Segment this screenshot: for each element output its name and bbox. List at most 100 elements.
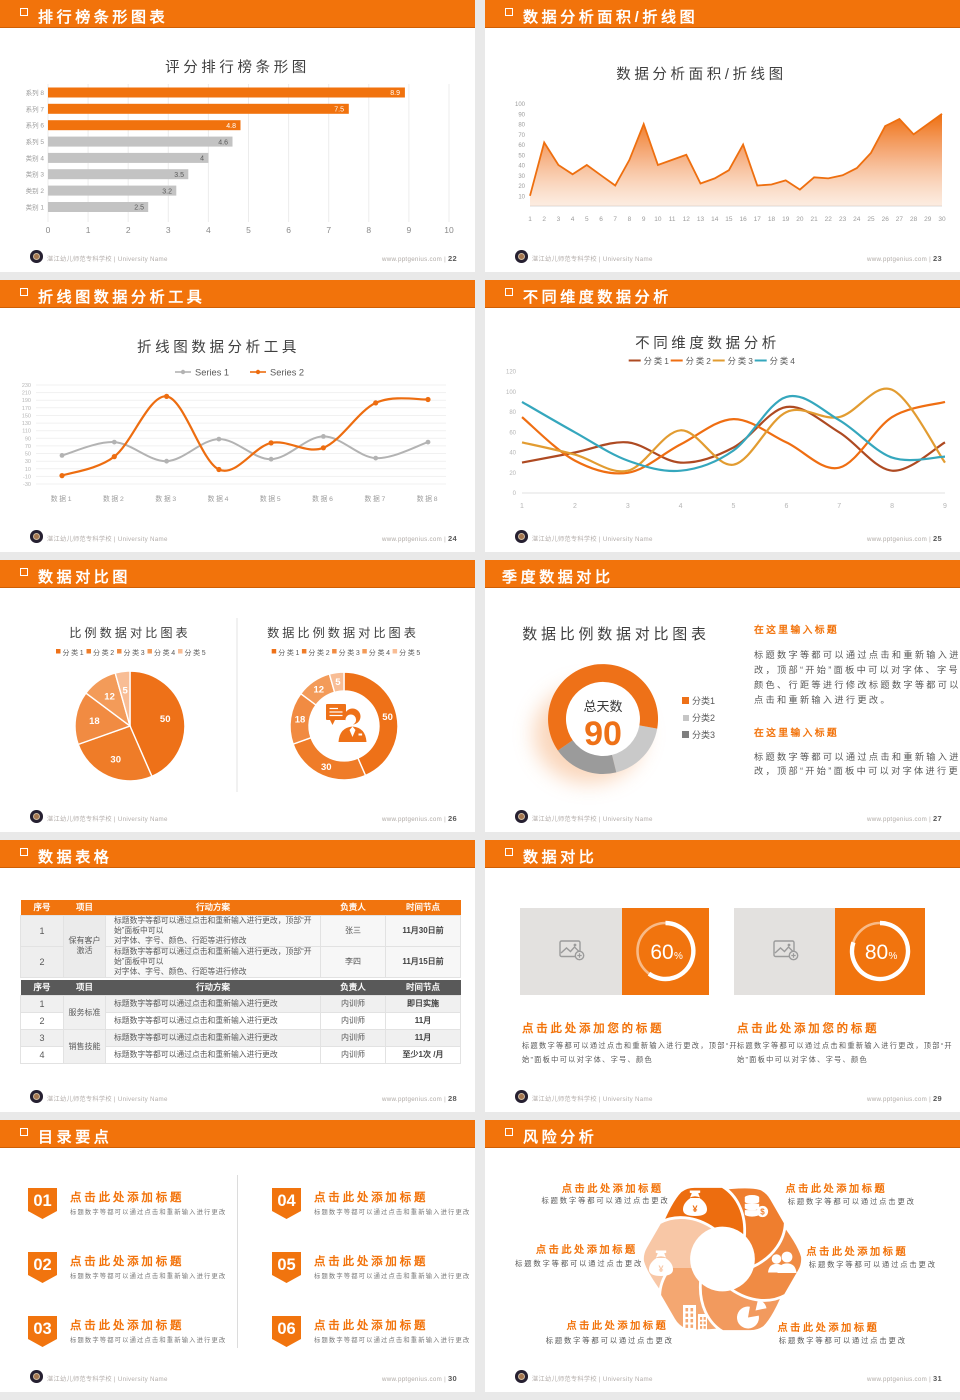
svg-text:分类4: 分类4 — [369, 648, 392, 657]
svg-text:¥: ¥ — [692, 1204, 697, 1214]
svg-text:分类3: 分类3 — [124, 648, 147, 657]
svg-text:分类2: 分类2 — [692, 712, 715, 723]
svg-text:20: 20 — [509, 471, 516, 477]
svg-text:15: 15 — [725, 216, 733, 223]
svg-text:分类2: 分类2 — [308, 648, 331, 657]
svg-text:25: 25 — [867, 216, 875, 223]
svg-text:数据2: 数据2 — [103, 494, 125, 503]
svg-text:-30: -30 — [23, 482, 31, 488]
svg-text:05: 05 — [277, 1256, 295, 1274]
svg-text:数据5: 数据5 — [260, 494, 282, 503]
svg-text:8: 8 — [628, 216, 632, 223]
svg-text:30: 30 — [518, 174, 525, 180]
svg-text:20: 20 — [518, 184, 525, 190]
svg-text:16: 16 — [739, 216, 747, 223]
svg-text:4: 4 — [679, 503, 683, 510]
svg-text:60: 60 — [509, 430, 516, 436]
svg-text:系列 5: 系列 5 — [26, 137, 45, 146]
svg-text:4: 4 — [571, 216, 575, 223]
svg-text:分类1: 分类1 — [63, 648, 86, 657]
svg-text:50: 50 — [382, 712, 393, 723]
svg-text:03: 03 — [33, 1320, 51, 1338]
svg-text:分类4: 分类4 — [770, 356, 797, 366]
svg-text:30: 30 — [25, 459, 31, 465]
svg-text:7: 7 — [837, 503, 841, 510]
svg-text:1: 1 — [86, 225, 91, 235]
svg-text:9: 9 — [407, 225, 412, 235]
svg-text:10: 10 — [518, 194, 525, 200]
svg-text:60: 60 — [650, 941, 673, 964]
svg-text:比例数据对比图表: 比例数据对比图表 — [69, 625, 191, 640]
svg-text:21: 21 — [810, 216, 818, 223]
svg-text:类别 1: 类别 1 — [26, 203, 45, 212]
svg-text:数据8: 数据8 — [417, 494, 439, 503]
svg-text:50: 50 — [25, 452, 31, 458]
svg-text:0: 0 — [46, 225, 51, 235]
svg-text:24: 24 — [853, 216, 861, 223]
svg-text:90: 90 — [584, 715, 622, 753]
svg-text:类别 4: 类别 4 — [26, 153, 45, 162]
svg-text:190: 190 — [22, 398, 31, 404]
svg-text:9: 9 — [943, 503, 947, 510]
svg-text:5: 5 — [246, 225, 251, 235]
svg-text:70: 70 — [518, 133, 525, 139]
svg-text:3.2: 3.2 — [162, 188, 172, 195]
svg-text:2.5: 2.5 — [134, 205, 144, 212]
svg-text:数据比例数据对比图表: 数据比例数据对比图表 — [522, 626, 710, 643]
svg-text:分类3: 分类3 — [692, 729, 715, 740]
svg-text:18: 18 — [89, 716, 100, 727]
svg-text:7.5: 7.5 — [334, 107, 344, 114]
svg-text:20: 20 — [796, 216, 804, 223]
svg-text:1: 1 — [520, 503, 524, 510]
svg-text:5: 5 — [335, 677, 341, 688]
svg-text:数据1: 数据1 — [51, 494, 73, 503]
svg-text:28: 28 — [910, 216, 918, 223]
svg-text:120: 120 — [506, 370, 517, 376]
svg-text:80: 80 — [518, 123, 525, 129]
svg-text:4.6: 4.6 — [218, 139, 228, 146]
svg-text:30: 30 — [110, 754, 121, 765]
svg-text:30: 30 — [938, 216, 946, 223]
svg-text:90: 90 — [25, 436, 31, 442]
svg-text:系列 6: 系列 6 — [26, 121, 45, 130]
svg-text:100: 100 — [506, 390, 517, 396]
svg-text:130: 130 — [22, 421, 31, 427]
svg-text:80: 80 — [509, 410, 516, 416]
svg-text:06: 06 — [277, 1320, 295, 1338]
svg-text:230: 230 — [22, 383, 31, 389]
svg-text:类别 3: 类别 3 — [26, 170, 45, 179]
svg-text:3: 3 — [626, 503, 630, 510]
svg-text:27: 27 — [896, 216, 904, 223]
svg-text:分类1: 分类1 — [692, 695, 715, 706]
svg-text:150: 150 — [22, 414, 31, 420]
svg-text:5: 5 — [122, 686, 128, 697]
svg-text:8: 8 — [890, 503, 894, 510]
svg-text:3: 3 — [166, 225, 171, 235]
svg-text:数据4: 数据4 — [208, 494, 230, 503]
svg-text:3.5: 3.5 — [174, 172, 184, 179]
svg-text:总天数: 总天数 — [583, 699, 622, 714]
svg-text:%: % — [674, 951, 683, 962]
svg-text:13: 13 — [697, 216, 705, 223]
svg-text:90: 90 — [518, 112, 525, 118]
svg-text:26: 26 — [882, 216, 890, 223]
svg-text:110: 110 — [22, 429, 31, 435]
svg-text:8: 8 — [366, 225, 371, 235]
svg-text:12: 12 — [683, 216, 691, 223]
svg-text:7: 7 — [326, 225, 331, 235]
svg-text:80: 80 — [865, 941, 888, 964]
svg-text:40: 40 — [518, 164, 525, 170]
svg-text:170: 170 — [22, 406, 31, 412]
svg-text:19: 19 — [782, 216, 790, 223]
svg-text:10: 10 — [654, 216, 662, 223]
svg-text:-10: -10 — [23, 474, 31, 480]
svg-text:40: 40 — [509, 451, 516, 457]
svg-text:系列 8: 系列 8 — [26, 88, 45, 97]
svg-text:01: 01 — [33, 1192, 51, 1210]
svg-text:60: 60 — [518, 143, 525, 149]
svg-text:100: 100 — [515, 102, 526, 108]
svg-text:12: 12 — [314, 685, 325, 696]
svg-text:4.8: 4.8 — [226, 123, 236, 130]
svg-text:210: 210 — [22, 391, 31, 397]
svg-text:6: 6 — [599, 216, 603, 223]
